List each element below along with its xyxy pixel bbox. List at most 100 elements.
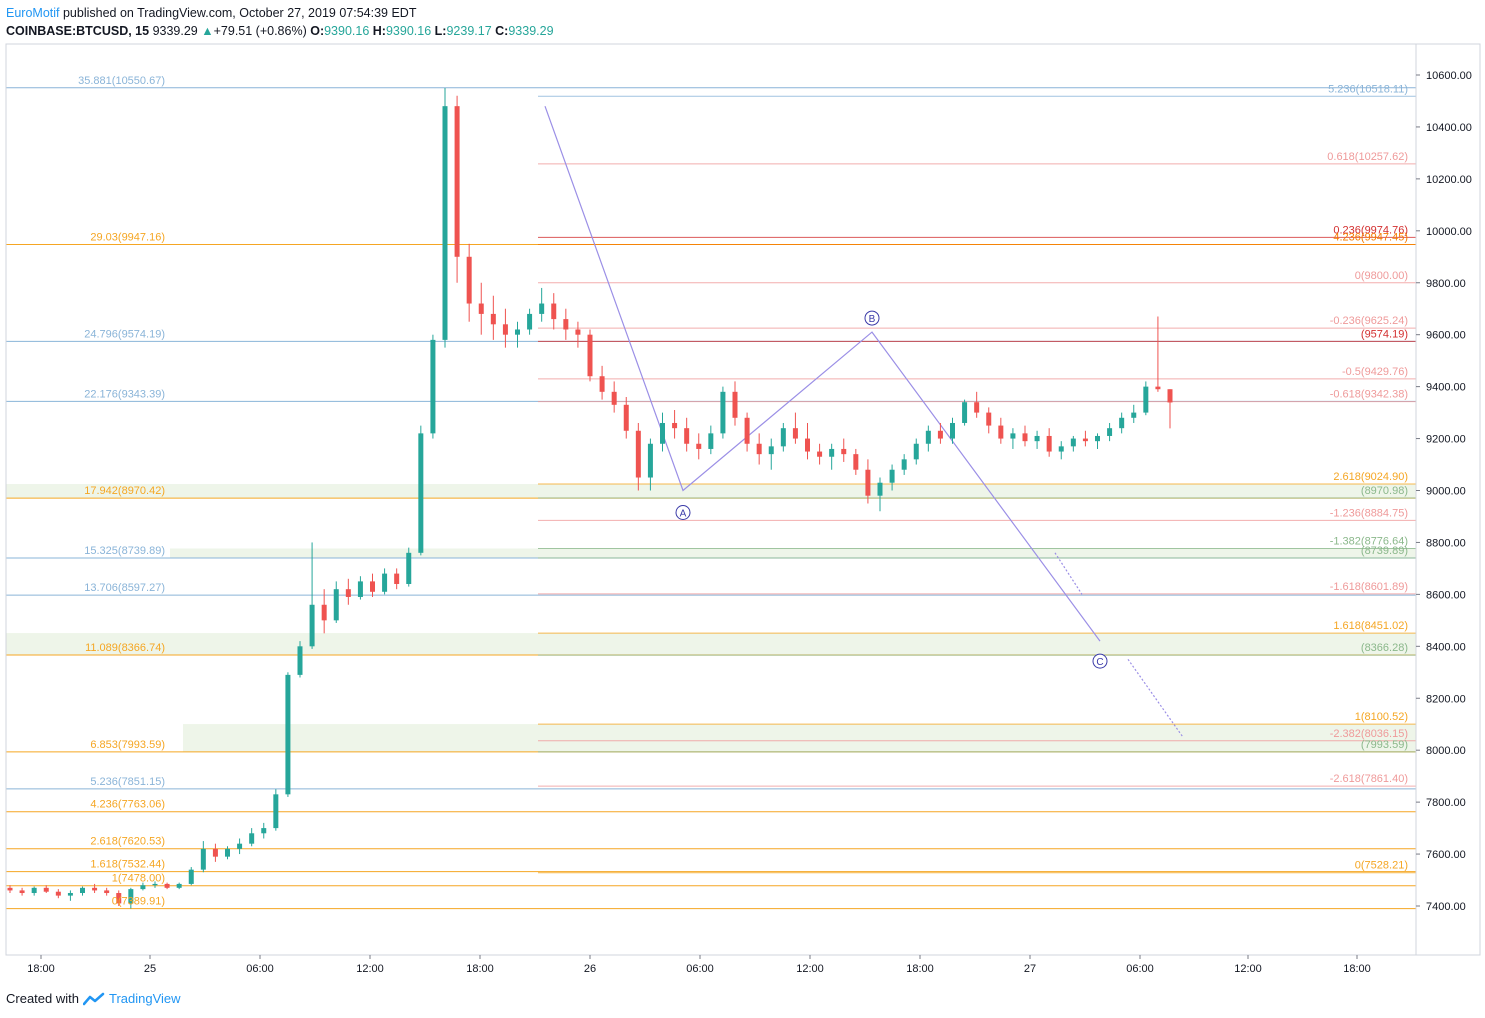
ohlc-line: COINBASE:BTCUSD, 15 9339.29 ▲+79.51 (+0.… [6,22,554,40]
candle-body [841,448,847,455]
candle-body [164,883,170,888]
x-tick-label: 06:00 [1126,963,1154,975]
candle-body [273,794,279,829]
x-tick-label: 18:00 [1343,963,1371,975]
fib-label-left: 22.176(9343.39) [84,388,165,400]
y-tick-label: 7400.00 [1426,901,1466,913]
y-tick-label: 8200.00 [1426,693,1466,705]
publish-info: published on TradingView.com, October 27… [62,6,417,20]
candle-body [321,604,327,621]
candle-body [225,848,230,857]
candle-body [937,430,943,439]
candle-body [104,890,110,894]
candle-body [7,887,13,891]
footer: Created with TradingView [6,991,181,1006]
candle-body [1155,386,1161,390]
y-tick-label: 9800.00 [1426,278,1466,290]
fib-label-right: (8366.28) [1361,642,1408,654]
candle-body [345,589,351,597]
x-tick-label: 06:00 [686,963,714,975]
candle-body [200,848,206,870]
candle-body [237,843,243,849]
fib-label-right: -0.618(9342.38) [1330,389,1408,401]
tradingview-brand-link[interactable]: TradingView [108,991,181,1006]
candle-body [1010,433,1016,439]
x-tick-label: 18:00 [27,963,55,975]
last-price: 9339.29 [152,24,198,38]
wave-layer: A B C [544,105,1184,738]
candle-body [805,438,810,452]
author-link[interactable]: EuroMotif [6,6,60,20]
x-tick-label: 18:00 [466,963,494,975]
candle-body [466,256,472,304]
chart-frame [5,43,1481,956]
candle-body [901,459,907,470]
candle-body [140,885,146,890]
candle-body [950,422,955,439]
high-label: H: [372,24,386,38]
publish-line: EuroMotif published on TradingView.com, … [6,4,554,22]
fib-label-right: 5.236(10518.11) [1328,83,1408,95]
candle-body [563,319,569,330]
symbol-label: COINBASE:BTCUSD, 15 [6,24,150,38]
candle-body [660,422,665,444]
fib-zone [6,633,1416,655]
candle-body [780,428,786,447]
candle-body [478,303,484,314]
close-label: C: [495,24,509,38]
fib-label-right: (8970.98) [1361,485,1408,497]
candle-body [587,334,593,377]
candle-body [974,402,980,413]
candle-body [986,412,992,426]
fib-zone [183,724,1416,752]
y-tick-label: 8800.00 [1426,537,1466,549]
low-value: 9239.17 [446,24,492,38]
candle-body [732,391,738,418]
candle-body [756,443,762,455]
candle-body [720,391,726,434]
x-tick-label: 18:00 [906,963,934,975]
open-label: O: [310,24,325,38]
open-value: 9390.16 [324,24,370,38]
wave-label-text: B [869,314,876,325]
wave-path [544,105,1101,642]
candle-body [80,887,85,894]
candles-layer [7,87,1173,909]
candle-body [1046,435,1052,452]
tradingview-logo-icon [82,992,105,1005]
y-tick-label: 7600.00 [1426,849,1466,861]
candle-body [92,887,98,891]
candle-body [1034,435,1040,442]
candle-body [647,443,653,478]
y-tick-label: 9200.00 [1426,434,1466,446]
price-change: +79.51 (+0.86%) [213,24,307,38]
fib-label-right: 0.236(9974.76) [1333,224,1408,236]
up-arrow-icon: ▲ [201,24,214,38]
candle-body [19,890,25,894]
candle-body [31,887,37,894]
fib-label-left: 11.089(8366.74) [85,642,165,654]
y-tick-label: 9400.00 [1426,382,1466,394]
fib-label-right: 4.236(9947.45) [1333,231,1408,243]
zones-layer [6,484,1416,752]
candle-body [285,674,291,795]
candle-body [708,433,714,449]
candle-body [599,376,605,392]
candle-body [176,883,182,888]
fib-label-right: -0.5(9429.76) [1342,366,1408,378]
candle-body [333,589,339,621]
labels-layer: 35.881(10550.67) 29.03(9947.16) 24.796(957… [78,75,1408,908]
wave-label-text: A [680,509,687,520]
candle-body [1070,438,1076,447]
fib-label-left: 15.325(8739.89) [84,545,165,557]
candle-body [406,552,412,584]
candle-body [962,402,968,423]
y-tick-label: 9000.00 [1426,486,1466,498]
candle-body [853,454,859,470]
candle-body [611,391,617,405]
projection-arrow [1054,552,1083,595]
x-tick-label: 12:00 [796,963,824,975]
x-tick-label: 12:00 [1234,963,1262,975]
candle-body [212,848,218,857]
